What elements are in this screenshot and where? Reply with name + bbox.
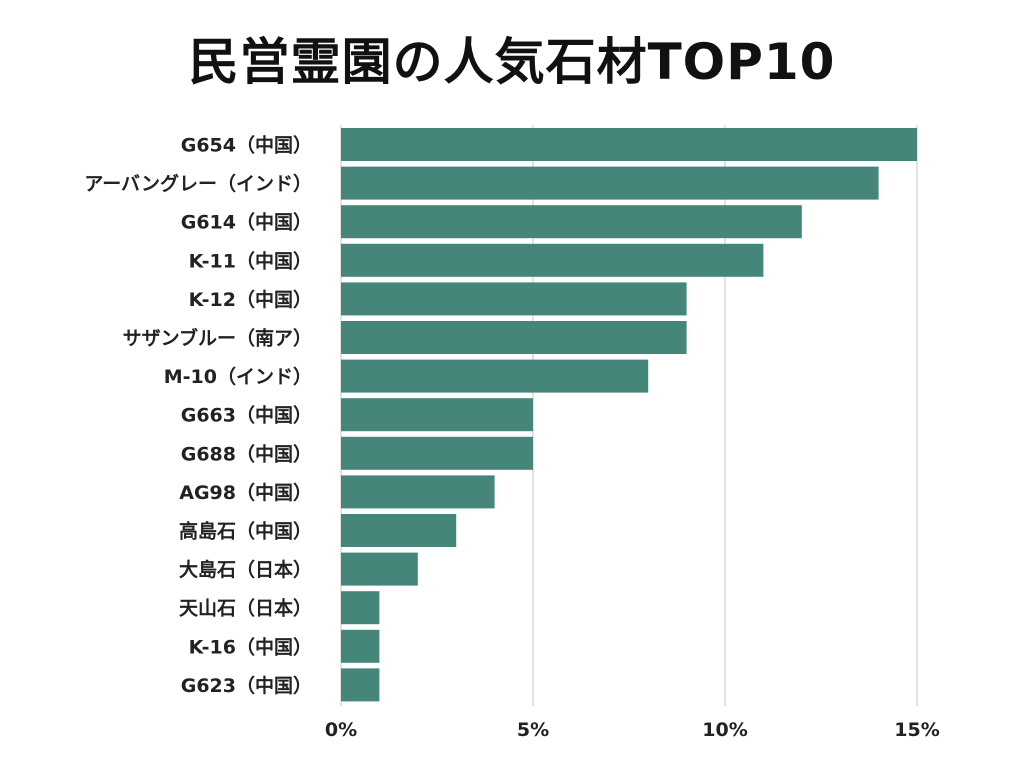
category-label: G623（中国） bbox=[181, 674, 312, 697]
category-label-layer: G654（中国） アーバングレー（インド） G614（中国） K-11（中国） K-12… bbox=[84, 134, 312, 697]
category-label: アーバングレー（インド） bbox=[84, 172, 312, 195]
x-tick-label: 15% bbox=[894, 719, 939, 741]
category-label: G654（中国） bbox=[181, 134, 312, 157]
category-label: G663（中国） bbox=[181, 404, 312, 427]
chart-title: 民営霊園の人気石材TOP10 bbox=[188, 33, 836, 91]
category-label: G688（中国） bbox=[181, 442, 312, 465]
bar bbox=[341, 436, 533, 470]
category-label: M-10（インド） bbox=[164, 365, 312, 388]
bar bbox=[341, 629, 380, 663]
bar bbox=[341, 552, 418, 586]
bar bbox=[341, 668, 380, 702]
category-label: サザンブルー（南ア） bbox=[123, 327, 312, 350]
bar bbox=[341, 243, 764, 277]
bar bbox=[341, 359, 649, 393]
bar bbox=[341, 591, 380, 625]
category-label: AG98（中国） bbox=[179, 481, 312, 504]
x-tick-label: 10% bbox=[702, 719, 747, 741]
bar bbox=[341, 398, 533, 432]
bar bbox=[341, 205, 802, 239]
category-label: K-11（中国） bbox=[189, 249, 312, 272]
x-tick-layer: 0% 5% 10% 15% bbox=[325, 719, 940, 741]
bar bbox=[341, 166, 879, 200]
bar bbox=[341, 282, 687, 316]
category-label: K-12（中国） bbox=[189, 288, 312, 311]
category-label: 大島石（日本） bbox=[179, 558, 312, 581]
bar-layer bbox=[341, 128, 917, 702]
bar bbox=[341, 128, 917, 161]
category-label: K-16（中国） bbox=[189, 635, 312, 658]
bar bbox=[341, 475, 495, 509]
x-tick-label: 0% bbox=[325, 719, 357, 741]
category-label: G614（中国） bbox=[181, 211, 312, 234]
bar bbox=[341, 321, 687, 354]
bar bbox=[341, 514, 457, 547]
x-tick-label: 5% bbox=[517, 719, 549, 741]
category-label: 天山石（日本） bbox=[179, 597, 312, 620]
category-label: 高島石（中国） bbox=[179, 520, 312, 543]
